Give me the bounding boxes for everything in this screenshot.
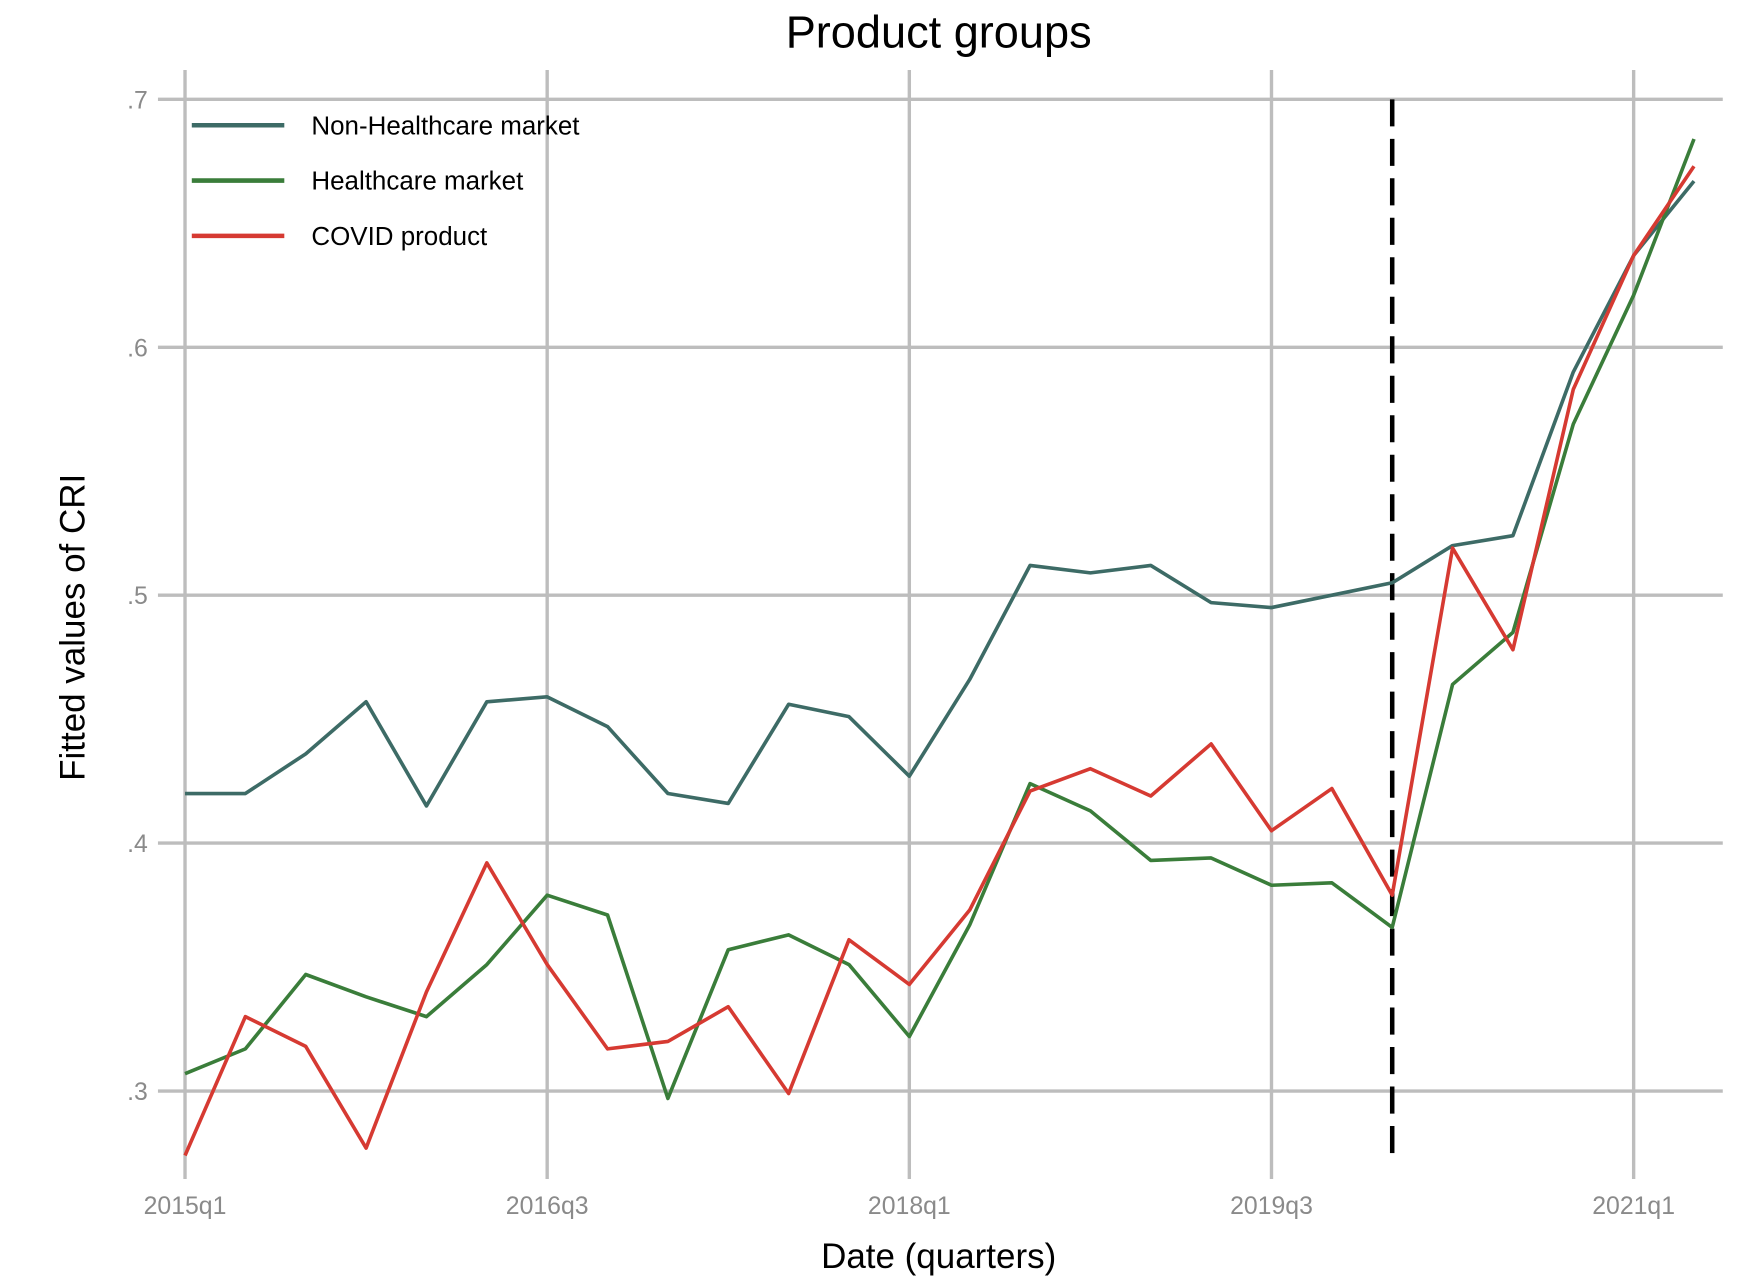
series-line-healthcare-market: [184, 138, 1696, 1101]
y-tick-label: .5: [127, 583, 148, 610]
y-tick-label: .3: [127, 1079, 148, 1106]
legend-label-covid-product: COVID product: [311, 223, 488, 251]
series-line-non-healthcare-market: [185, 180, 1696, 808]
x-axis-label: Date (quarters): [821, 1237, 1056, 1276]
x-tick-label: 2015q1: [144, 1193, 227, 1220]
series-lines: [183, 138, 1696, 1157]
legend-label-healthcare-market: Healthcare market: [311, 168, 524, 196]
legend-label-non-healthcare-market: Non-Healthcare market: [311, 112, 580, 140]
y-axis-ticks: .3 .4 .5 .6 .7: [127, 87, 148, 1106]
grid: [157, 69, 1723, 1180]
y-tick-label: .4: [127, 831, 148, 858]
y-axis-label: Fitted values of CRI: [54, 474, 93, 781]
chart-title: Product groups: [786, 6, 1092, 57]
y-tick-label: .6: [127, 335, 148, 362]
x-tick-label: 2016q3: [506, 1193, 589, 1220]
x-tick-label: 2019q3: [1230, 1193, 1313, 1220]
x-axis-ticks: 2015q1 2016q3 2018q1 2019q3 2021q1: [144, 1193, 1675, 1220]
x-tick-label: 2018q1: [868, 1193, 951, 1220]
y-tick-label: .7: [127, 87, 148, 114]
series-line-covid-product: [183, 165, 1696, 1157]
x-tick-label: 2021q1: [1592, 1193, 1675, 1220]
legend: Non-Healthcare market Healthcare market CO…: [191, 112, 580, 251]
